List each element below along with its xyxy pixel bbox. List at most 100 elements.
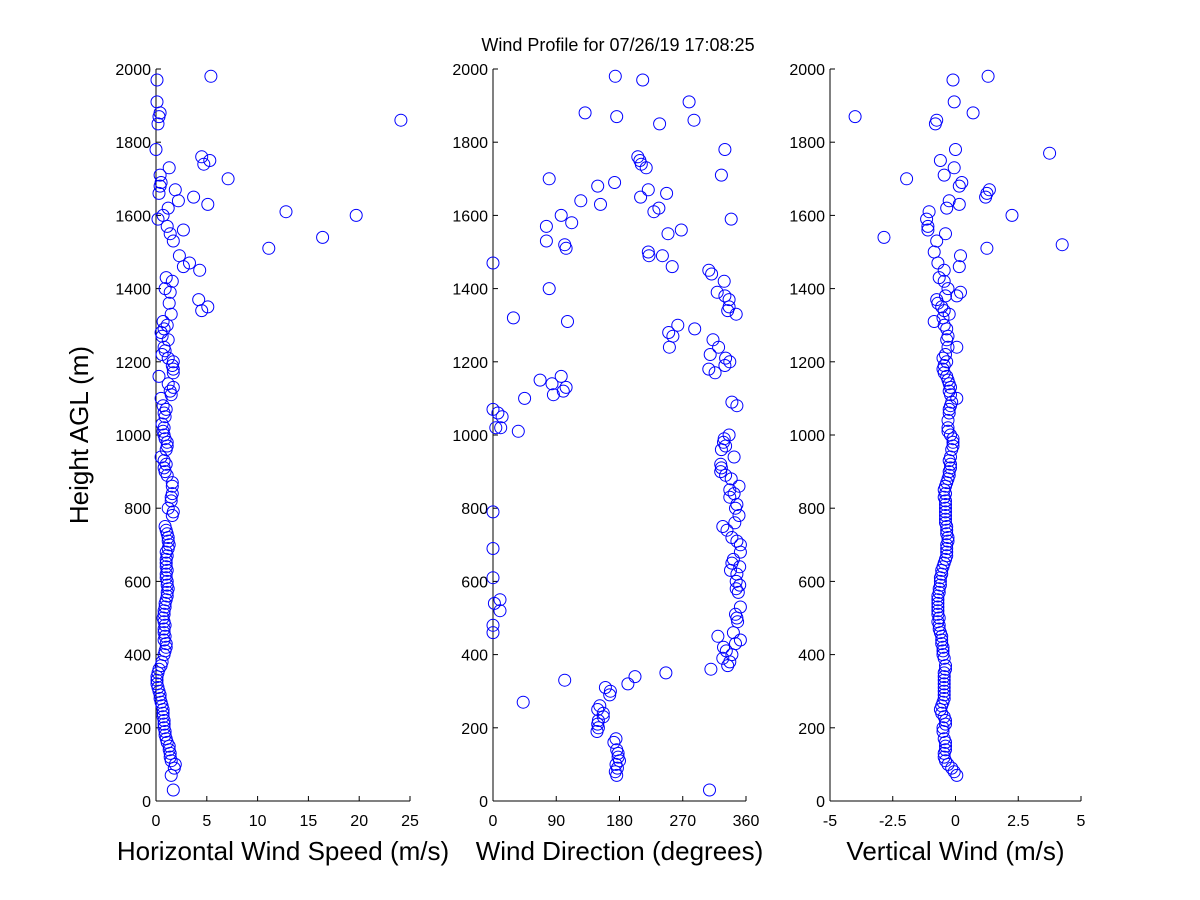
data-points [149, 69, 408, 797]
data-point [166, 234, 180, 248]
data-point [159, 271, 173, 285]
y-tick-label: 1800 [789, 135, 825, 152]
data-point [726, 626, 740, 640]
data-point [939, 743, 952, 757]
data-point [937, 274, 951, 288]
data-point [727, 487, 741, 501]
data-point [940, 355, 954, 369]
y-tick-label: 1400 [452, 282, 488, 299]
data-point [349, 208, 363, 222]
data-point [939, 739, 952, 753]
data-point [718, 143, 732, 156]
data-point [152, 369, 166, 383]
chart-title: Wind Profile for 07/26/19 17:08:25 [481, 35, 754, 55]
data-point [729, 607, 742, 621]
data-point [950, 289, 964, 303]
data-point [671, 318, 685, 332]
data-point [941, 757, 955, 771]
data-point [554, 369, 568, 383]
data-point [729, 574, 743, 588]
data-point [279, 205, 293, 219]
data-point [160, 468, 174, 482]
data-point [954, 249, 967, 263]
data-point [195, 150, 209, 164]
data-point [940, 549, 954, 563]
data-point [491, 406, 505, 420]
data-point [936, 721, 950, 735]
data-point [163, 227, 177, 241]
data-point [723, 655, 737, 669]
data-point [714, 457, 728, 471]
data-point [156, 208, 170, 222]
data-point [931, 604, 945, 618]
panel-3: 0 200 400 600 800 1000 1200 1400 1600 1800 2000 -5 -… [789, 62, 1085, 866]
data-point [732, 479, 746, 493]
x-tick-label: 180 [606, 813, 633, 830]
data-point [682, 95, 696, 109]
data-point [706, 333, 720, 347]
data-point [598, 681, 612, 694]
data-point [155, 348, 169, 361]
data-point [733, 578, 747, 592]
data-point [940, 201, 954, 215]
data-point [941, 424, 955, 438]
data-point [932, 622, 946, 636]
data-point [154, 176, 168, 189]
data-point [653, 117, 667, 131]
data-point [939, 505, 952, 519]
data-point [518, 391, 532, 405]
data-point [561, 315, 574, 328]
data-point [716, 520, 730, 533]
data-point [159, 640, 173, 654]
data-point [636, 73, 650, 87]
data-point [152, 186, 166, 200]
data-point [733, 545, 747, 559]
data-point [163, 750, 177, 764]
data-point [966, 106, 980, 120]
data-point [714, 168, 728, 182]
x-tick-label: 270 [669, 813, 696, 830]
x-axis-label: Vertical Wind (m/s) [846, 836, 1064, 866]
data-point [730, 567, 744, 581]
data-point [486, 626, 500, 640]
data-point [980, 186, 994, 200]
data-point [652, 201, 666, 215]
x-tick-label: 0 [951, 813, 960, 830]
data-point [937, 366, 951, 380]
data-point [641, 183, 655, 197]
data-point [937, 750, 951, 764]
data-point [955, 176, 969, 189]
data-point [161, 534, 175, 548]
data-point [946, 73, 960, 87]
panel-2: 0 200 400 600 800 1000 1200 1400 1600 1800 2000 0 90… [452, 62, 763, 866]
data-point [157, 421, 171, 435]
data-point [702, 362, 716, 376]
data-point [621, 677, 635, 691]
data-point [633, 154, 647, 167]
data-point [936, 351, 950, 365]
y-tick-label: 1200 [115, 355, 151, 372]
y-tick-label: 1400 [115, 282, 151, 299]
data-point [937, 710, 951, 724]
data-point [542, 282, 556, 296]
data-point [609, 757, 623, 771]
y-tick-label: 1400 [789, 282, 825, 299]
y-tick-label: 2000 [115, 62, 151, 79]
data-point [937, 732, 951, 746]
data-point [952, 179, 966, 193]
x-tick-label: 5 [1077, 813, 1086, 830]
y-tick-label: 1800 [452, 135, 488, 152]
data-point [718, 359, 732, 372]
data-point [506, 311, 520, 325]
data-point [937, 359, 951, 372]
data-point [159, 457, 173, 471]
data-point [935, 637, 949, 651]
data-point [920, 212, 934, 226]
data-point [565, 216, 579, 230]
y-tick-label: 800 [798, 501, 825, 518]
data-point [150, 677, 164, 691]
data-point [168, 757, 182, 771]
data-point [159, 556, 173, 570]
